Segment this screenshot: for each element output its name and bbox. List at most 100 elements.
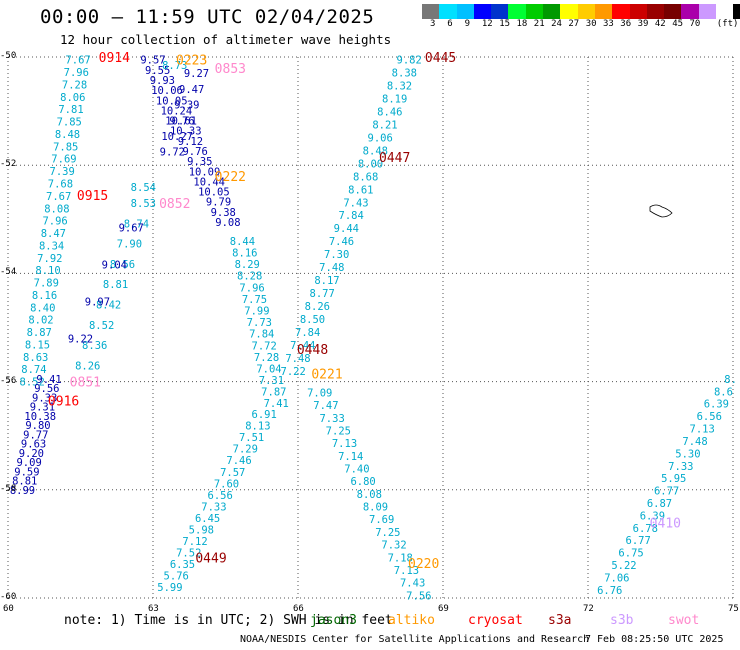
- lon-tick-label: 60: [3, 604, 14, 614]
- lon-tick-label: 63: [148, 604, 159, 614]
- wave-height-value: 7.25: [326, 425, 351, 437]
- wave-height-value: 9.80: [25, 420, 50, 432]
- scale-swatch: [629, 4, 647, 19]
- wave-height-value: 6.76: [597, 585, 622, 597]
- wave-height-value: 9.55: [145, 65, 170, 77]
- scale-label: 21: [533, 19, 545, 29]
- wave-height-value: 10.27: [161, 131, 193, 143]
- wave-height-value: 8.06: [60, 92, 85, 104]
- wave-height-value: 5.98: [189, 524, 214, 536]
- legend-item-s3a: s3a: [548, 613, 572, 628]
- timestamp: 7 Feb 08:25:50 UTC 2025: [585, 634, 724, 645]
- wave-height-value: 7.28: [254, 352, 279, 364]
- wave-height-value: 7.89: [34, 278, 59, 290]
- wave-height-value: 8.53: [131, 198, 156, 210]
- wave-height-value: 7.12: [182, 536, 207, 548]
- lat-tick-label: -50: [0, 51, 17, 61]
- wave-height-value: 9.31: [30, 402, 55, 414]
- wave-height-value: 7.56: [406, 590, 431, 602]
- wave-height-value: 6.91: [252, 409, 277, 421]
- wave-height-value: 10.05: [198, 187, 230, 199]
- pass-time-label: 0851: [70, 376, 101, 391]
- wave-height-value: 6.56: [697, 411, 722, 423]
- wave-height-value: 8.42: [96, 300, 121, 312]
- scale-swatch: [543, 4, 561, 19]
- wave-height-value: 9.22: [68, 333, 93, 345]
- wave-height-value: 8.26: [305, 301, 330, 313]
- wave-height-value: 7.25: [375, 527, 400, 539]
- scale-swatch: [560, 4, 578, 19]
- wave-height-value: 8.10: [35, 265, 60, 277]
- pass-time-label: 0220: [408, 557, 439, 572]
- scale-swatch: [456, 4, 474, 19]
- wave-height-value: 7.13: [394, 565, 419, 577]
- wave-height-value: 8.32: [387, 81, 412, 93]
- wave-height-value: 8.52: [89, 320, 114, 332]
- wave-height-value: 7.29: [233, 444, 258, 456]
- scale-label: (ft): [716, 19, 739, 29]
- wave-height-value: 7.96: [42, 216, 67, 228]
- lat-tick-label: -54: [0, 267, 17, 278]
- pass-time-label: 0915: [77, 189, 108, 204]
- wave-height-value: 9.35: [187, 156, 212, 168]
- wave-height-value: 8.81: [12, 476, 37, 488]
- wave-height-value: 7.28: [62, 79, 87, 91]
- wave-height-value: 9.93: [150, 75, 175, 87]
- scale-swatch: [491, 4, 509, 19]
- wave-height-value: 7.75: [242, 294, 267, 306]
- wave-height-value: 7.84: [249, 329, 274, 341]
- wave-height-value: 7.40: [344, 463, 369, 475]
- pass-time-label: 0852: [159, 197, 190, 212]
- wave-height-value: 8.74: [21, 364, 46, 376]
- wave-height-value: 10.61: [165, 116, 197, 128]
- wave-height-value: 8.00: [358, 158, 383, 170]
- wave-height-value: 9.56: [34, 383, 59, 395]
- wave-height-value: 8.56: [110, 259, 135, 271]
- scale-label: 36: [620, 19, 632, 29]
- scale-swatch: [681, 4, 699, 19]
- wave-height-value: 8.29: [235, 259, 260, 271]
- lat-tick-label: -52: [0, 159, 17, 170]
- wave-height-value: 9.06: [368, 132, 393, 144]
- pass-time-label: 0448: [297, 343, 328, 358]
- pass-time-label: 0223: [176, 54, 207, 69]
- scale-label: 15: [499, 19, 511, 29]
- scale-swatch: [422, 4, 440, 19]
- pass-time-label: 0222: [215, 170, 246, 185]
- wave-height-value: 8.81: [103, 279, 128, 291]
- wave-height-value: 7.09: [307, 387, 332, 399]
- wave-height-value: 10.09: [189, 166, 221, 178]
- wave-height-value: 7.81: [58, 104, 83, 116]
- wave-height-value: 5.76: [164, 571, 189, 583]
- wave-height-value: 7.46: [226, 455, 251, 467]
- satellite-tracks: 7.677.967.288.067.817.858.487.857.697.39…: [10, 55, 737, 603]
- wave-height-value: 7.39: [50, 166, 75, 178]
- wave-height-value: 5.30: [675, 448, 700, 460]
- scale-label: 70: [689, 19, 701, 29]
- wave-height-value: 8.15: [25, 339, 50, 351]
- wave-height-value: 7.48: [285, 353, 310, 365]
- wave-height-value: 9.33: [32, 392, 57, 404]
- wave-height-value: 9.12: [178, 136, 203, 148]
- wave-height-value: 7.43: [400, 578, 425, 590]
- scale-label: 42: [654, 19, 666, 29]
- wave-height-value: 8.50: [300, 314, 325, 326]
- wave-height-value: 9.08: [215, 217, 240, 229]
- wave-height-value: 6.80: [350, 476, 375, 488]
- scale-label: 24: [551, 19, 562, 29]
- wave-height-value: 8.73: [162, 60, 187, 72]
- scale-swatch: [473, 4, 492, 19]
- wave-height-value: 8.34: [39, 240, 64, 252]
- wave-height-value: 7.13: [690, 424, 715, 436]
- wave-height-value: 7.22: [281, 366, 306, 378]
- wave-height-value: 9.41: [36, 374, 61, 386]
- wave-height-value: 7.06: [604, 572, 629, 584]
- wave-height-value: 7.72: [252, 340, 277, 352]
- wave-height-value: 8.02: [28, 315, 53, 327]
- credit-text: NOAA/NESDIS Center for Satellite Applica…: [240, 634, 590, 645]
- scale-swatch: [733, 4, 740, 19]
- wave-height-value: 9.67: [119, 222, 144, 234]
- wave-height-value: 5.99: [157, 582, 182, 594]
- scale-label: 6: [447, 19, 453, 29]
- wave-height-value: 5.95: [661, 473, 686, 485]
